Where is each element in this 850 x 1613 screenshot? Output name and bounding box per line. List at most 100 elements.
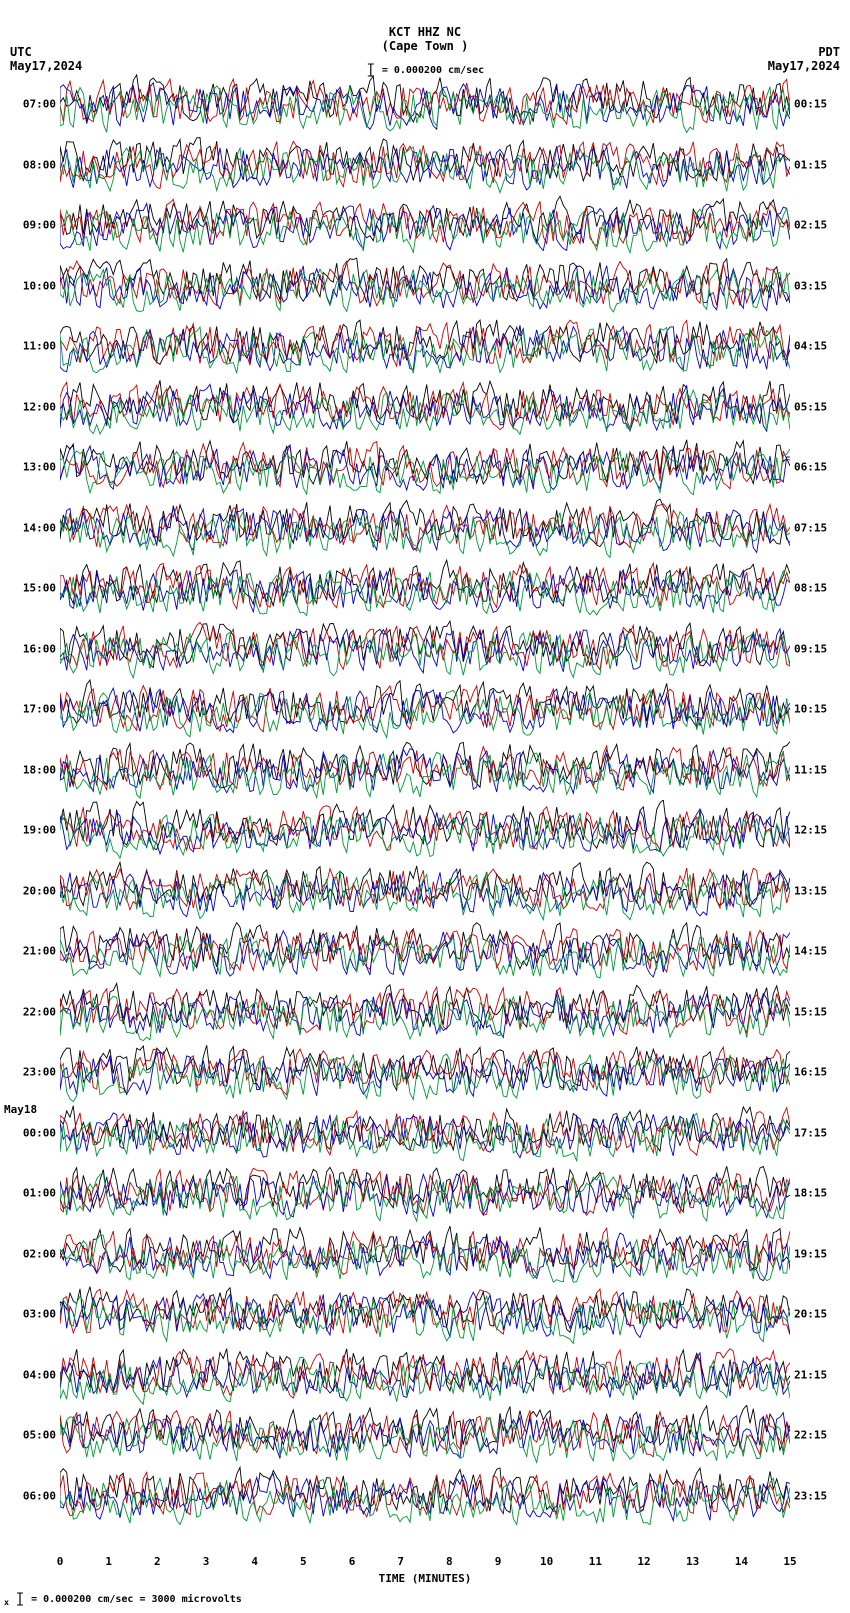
local-time-label: 21:15 bbox=[794, 1368, 842, 1381]
utc-time-label: 12:00 bbox=[4, 400, 56, 413]
trace-svg bbox=[60, 800, 790, 860]
utc-time-label: 22:00 bbox=[4, 1005, 56, 1018]
x-tick: 1 bbox=[105, 1555, 112, 1568]
x-tick: 2 bbox=[154, 1555, 161, 1568]
local-time-label: 00:15 bbox=[794, 98, 842, 111]
trace-row: 20:0013:15 bbox=[60, 875, 790, 907]
x-tick: 8 bbox=[446, 1555, 453, 1568]
trace-svg bbox=[60, 437, 790, 497]
trace-row: 18:0011:15 bbox=[60, 754, 790, 786]
trace-svg bbox=[60, 1103, 790, 1163]
trace-row: 13:0006:15 bbox=[60, 451, 790, 483]
utc-time-label: 11:00 bbox=[4, 340, 56, 353]
local-time-label: 10:15 bbox=[794, 703, 842, 716]
utc-time-label: 00:00 bbox=[4, 1126, 56, 1139]
trace-row: 11:0004:15 bbox=[60, 330, 790, 362]
local-time-label: 09:15 bbox=[794, 642, 842, 655]
local-time-label: 02:15 bbox=[794, 219, 842, 232]
trace-row: 15:0008:15 bbox=[60, 572, 790, 604]
trace-row: 19:0012:15 bbox=[60, 814, 790, 846]
utc-time-label: 08:00 bbox=[4, 158, 56, 171]
utc-time-label: 15:00 bbox=[4, 582, 56, 595]
local-time-label: 03:15 bbox=[794, 279, 842, 292]
trace-row: 04:0021:15 bbox=[60, 1359, 790, 1391]
trace-row: 09:0002:15 bbox=[60, 209, 790, 241]
tz-left: UTC May17,2024 bbox=[10, 45, 82, 73]
trace-svg bbox=[60, 498, 790, 558]
trace-svg bbox=[60, 316, 790, 376]
trace-row: 17:0010:15 bbox=[60, 693, 790, 725]
trace-row: 05:0022:15 bbox=[60, 1419, 790, 1451]
x-tick: 12 bbox=[637, 1555, 650, 1568]
local-time-label: 06:15 bbox=[794, 461, 842, 474]
utc-time-label: 13:00 bbox=[4, 461, 56, 474]
x-tick: 9 bbox=[495, 1555, 502, 1568]
trace-svg bbox=[60, 1405, 790, 1465]
x-tick: 0 bbox=[57, 1555, 64, 1568]
x-tick: 10 bbox=[540, 1555, 553, 1568]
local-time-label: 16:15 bbox=[794, 1066, 842, 1079]
x-tick: 13 bbox=[686, 1555, 699, 1568]
trace-svg bbox=[60, 619, 790, 679]
trace-svg bbox=[60, 1284, 790, 1344]
tz-left-label: UTC bbox=[10, 45, 82, 59]
tz-right: PDT May17,2024 bbox=[768, 45, 840, 73]
x-tick: 15 bbox=[783, 1555, 796, 1568]
seismogram-plot: 07:0000:1508:0001:1509:0002:1510:0003:15… bbox=[60, 88, 790, 1548]
trace-svg bbox=[60, 1224, 790, 1284]
trace-svg bbox=[60, 377, 790, 437]
utc-time-label: 20:00 bbox=[4, 884, 56, 897]
trace-row: 21:0014:15 bbox=[60, 935, 790, 967]
trace-svg bbox=[60, 982, 790, 1042]
local-time-label: 14:15 bbox=[794, 945, 842, 958]
station-name: (Cape Town ) bbox=[0, 39, 850, 53]
trace-svg bbox=[60, 921, 790, 981]
x-tick: 3 bbox=[203, 1555, 210, 1568]
trace-row: 14:0007:15 bbox=[60, 512, 790, 544]
trace-svg bbox=[60, 1163, 790, 1223]
trace-svg bbox=[60, 861, 790, 921]
tz-right-label: PDT bbox=[768, 45, 840, 59]
utc-time-label: 05:00 bbox=[4, 1429, 56, 1442]
utc-time-label: 21:00 bbox=[4, 945, 56, 958]
utc-time-label: 18:00 bbox=[4, 763, 56, 776]
x-tick: 4 bbox=[251, 1555, 258, 1568]
tz-right-date: May17,2024 bbox=[768, 59, 840, 73]
trace-svg bbox=[60, 256, 790, 316]
local-time-label: 08:15 bbox=[794, 582, 842, 595]
trace-svg bbox=[60, 558, 790, 618]
utc-time-label: 03:00 bbox=[4, 1308, 56, 1321]
x-tick: 11 bbox=[589, 1555, 602, 1568]
x-tick: 7 bbox=[397, 1555, 404, 1568]
local-time-label: 18:15 bbox=[794, 1187, 842, 1200]
local-time-label: 04:15 bbox=[794, 340, 842, 353]
day-label: May18 bbox=[4, 1103, 37, 1116]
trace-row: 23:0016:15 bbox=[60, 1056, 790, 1088]
utc-time-label: 16:00 bbox=[4, 642, 56, 655]
trace-row: 07:0000:15 bbox=[60, 88, 790, 120]
trace-row: 22:0015:15 bbox=[60, 996, 790, 1028]
utc-time-label: 07:00 bbox=[4, 98, 56, 111]
x-axis-title: TIME (MINUTES) bbox=[0, 1572, 850, 1585]
utc-time-label: 14:00 bbox=[4, 521, 56, 534]
trace-svg bbox=[60, 740, 790, 800]
header: KCT HHZ NC (Cape Town ) UTC May17,2024 P… bbox=[0, 0, 850, 80]
local-time-label: 11:15 bbox=[794, 763, 842, 776]
local-time-label: 12:15 bbox=[794, 824, 842, 837]
trace-row: 10:0003:15 bbox=[60, 270, 790, 302]
local-time-label: 01:15 bbox=[794, 158, 842, 171]
trace-svg bbox=[60, 679, 790, 739]
x-tick: 6 bbox=[349, 1555, 356, 1568]
utc-time-label: 04:00 bbox=[4, 1368, 56, 1381]
utc-time-label: 02:00 bbox=[4, 1247, 56, 1260]
trace-row: 02:0019:15 bbox=[60, 1238, 790, 1270]
local-time-label: 05:15 bbox=[794, 400, 842, 413]
footer-scale: x = 0.000200 cm/sec = 3000 microvolts bbox=[4, 1591, 242, 1607]
local-time-label: 07:15 bbox=[794, 521, 842, 534]
utc-time-label: 19:00 bbox=[4, 824, 56, 837]
trace-row: 16:0009:15 bbox=[60, 633, 790, 665]
local-time-label: 19:15 bbox=[794, 1247, 842, 1260]
utc-time-label: 09:00 bbox=[4, 219, 56, 232]
x-tick: 14 bbox=[735, 1555, 748, 1568]
trace-svg bbox=[60, 1042, 790, 1102]
